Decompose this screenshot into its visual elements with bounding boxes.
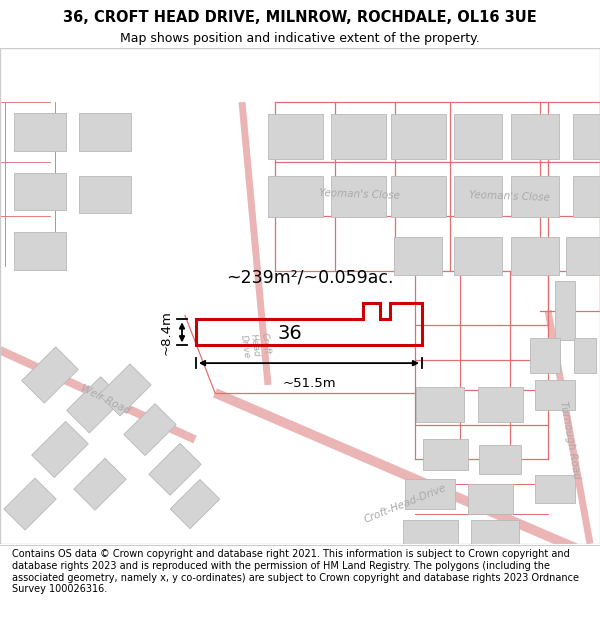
Bar	[403, 520, 458, 548]
Polygon shape	[74, 458, 126, 510]
Text: Contains OS data © Crown copyright and database right 2021. This information is : Contains OS data © Crown copyright and d…	[12, 549, 579, 594]
Polygon shape	[4, 478, 56, 530]
Bar	[566, 237, 600, 275]
Bar	[530, 338, 560, 372]
Bar	[572, 176, 600, 218]
Text: Weir Road: Weir Road	[79, 383, 131, 416]
Polygon shape	[124, 404, 176, 456]
Bar	[535, 380, 575, 410]
Bar	[574, 338, 596, 372]
Bar	[391, 176, 445, 218]
Bar	[454, 114, 502, 159]
Bar	[471, 520, 519, 548]
Bar	[79, 113, 131, 151]
Text: ~239m²/~0.059ac.: ~239m²/~0.059ac.	[226, 269, 394, 287]
Bar	[422, 439, 467, 470]
Text: Croft
Head
Drive: Croft Head Drive	[239, 331, 271, 359]
Bar	[555, 281, 575, 340]
Bar	[479, 444, 521, 474]
Polygon shape	[170, 479, 220, 529]
Text: Turnough Road: Turnough Road	[558, 400, 582, 479]
Bar	[394, 237, 442, 275]
Bar	[535, 475, 575, 503]
Bar	[511, 114, 559, 159]
Bar	[405, 479, 455, 509]
Bar	[14, 113, 66, 151]
Bar	[391, 114, 445, 159]
Bar	[14, 232, 66, 270]
Bar	[454, 237, 502, 275]
Bar	[416, 388, 464, 422]
Polygon shape	[22, 347, 78, 403]
Bar	[331, 176, 386, 218]
Text: ~8.4m: ~8.4m	[160, 310, 173, 355]
Bar	[572, 114, 600, 159]
Polygon shape	[149, 443, 201, 495]
Bar	[268, 176, 323, 218]
Text: Croft-Head-Drive: Croft-Head-Drive	[362, 483, 448, 525]
Text: Yeoman's Close: Yeoman's Close	[469, 190, 551, 202]
Text: Map shows position and indicative extent of the property.: Map shows position and indicative extent…	[120, 32, 480, 45]
Bar	[79, 176, 131, 213]
Bar	[14, 173, 66, 210]
Polygon shape	[32, 421, 88, 478]
Bar	[467, 484, 512, 514]
Bar	[511, 176, 559, 218]
Bar	[454, 176, 502, 218]
Polygon shape	[67, 377, 123, 433]
Bar	[478, 388, 523, 422]
Bar	[331, 114, 386, 159]
Bar	[511, 237, 559, 275]
Text: 36: 36	[278, 324, 302, 343]
Text: ~51.5m: ~51.5m	[282, 377, 336, 390]
Polygon shape	[99, 364, 151, 416]
Text: 36, CROFT HEAD DRIVE, MILNROW, ROCHDALE, OL16 3UE: 36, CROFT HEAD DRIVE, MILNROW, ROCHDALE,…	[63, 9, 537, 24]
Text: Yeoman's Close: Yeoman's Close	[319, 188, 401, 201]
Bar	[268, 114, 323, 159]
